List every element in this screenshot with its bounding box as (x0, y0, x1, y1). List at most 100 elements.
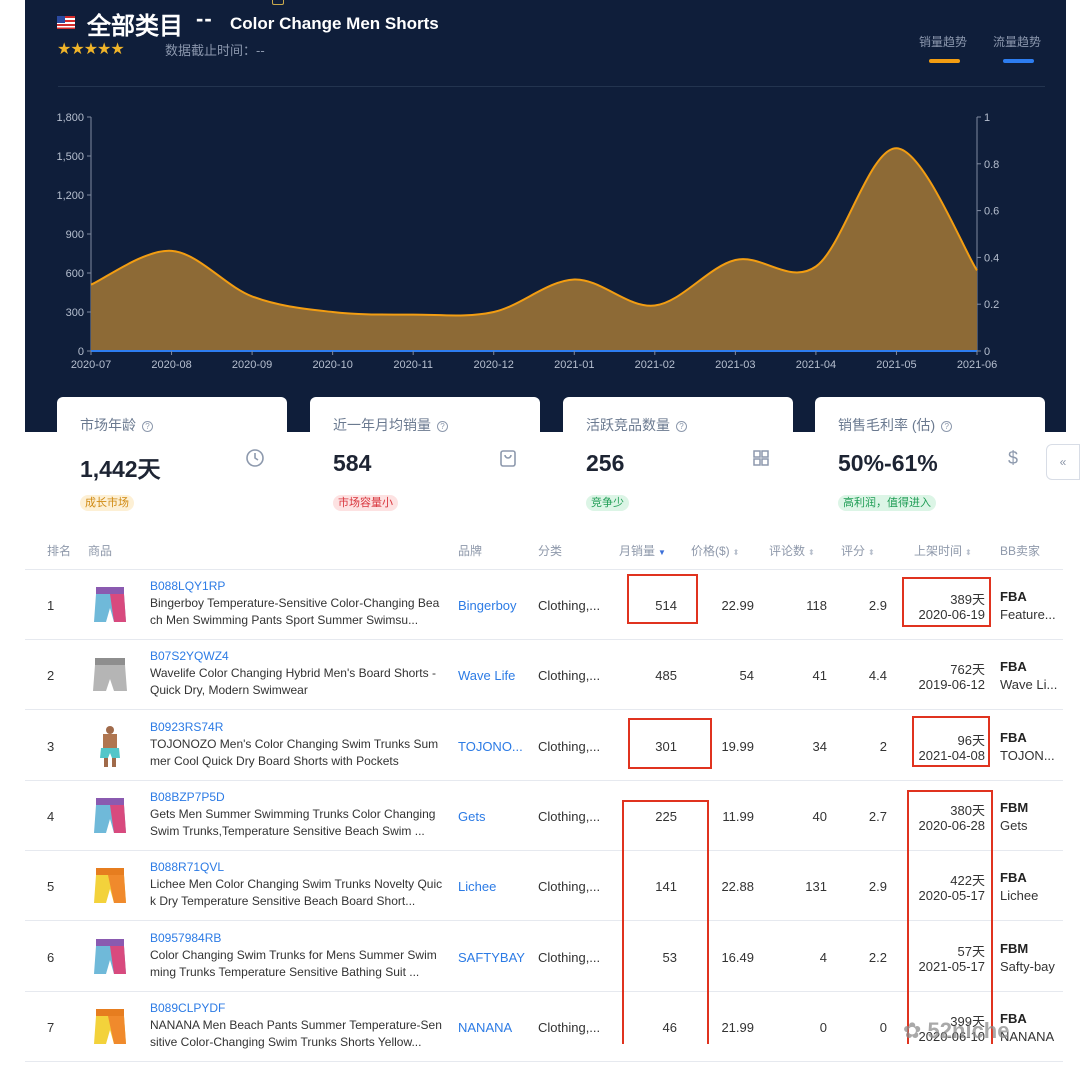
highlight-box (907, 790, 993, 1044)
table-row[interactable]: 5 B088R71QVL Lichee Men Color Changing Swi… (25, 851, 1063, 922)
highlight-box (627, 574, 698, 624)
product-thumbnail[interactable] (88, 653, 132, 697)
brand-link[interactable]: SAFTYBAY (458, 949, 525, 965)
help-icon[interactable]: ? (437, 421, 448, 432)
buybox-seller: TOJON... (1000, 747, 1055, 763)
table-header: 排名 商品 品牌 分类 月销量 ▼ 价格($) ⬍ 评论数 ⬍ 评分 ⬍ 上架时间 ⬍ B… (25, 537, 1063, 570)
price-cell: 19.99 (721, 738, 754, 754)
header-rating[interactable]: 评分 ⬍ (841, 544, 875, 558)
y2-tick-label: 0.8 (984, 159, 999, 171)
asin-link[interactable]: B088R71QVL (150, 860, 225, 875)
card-badge: 高利润，值得进入 (838, 495, 936, 511)
days-on-market: 389天 (950, 592, 985, 607)
grid-icon (753, 450, 769, 466)
product-thumbnail[interactable] (88, 1005, 132, 1049)
table-row[interactable]: 1 B088LQY1RP Bingerboy Temperature-Sensiti… (25, 570, 1063, 640)
sort-icon[interactable]: ⬍ (965, 548, 972, 557)
product-thumbnail[interactable] (88, 935, 132, 979)
legend-traffic-trend[interactable]: 流量趋势 (993, 35, 1042, 49)
brand-link[interactable]: NANANA (458, 1019, 513, 1035)
asin-link[interactable]: B0957984RB (150, 930, 222, 945)
price-cell: 21.99 (721, 1019, 754, 1035)
fulfillment-type: FBA (1000, 1010, 1027, 1026)
top-tab-indicator (272, 0, 284, 5)
x-tick-label: 2021-01 (554, 359, 594, 371)
rank-cell: 1 (47, 598, 55, 613)
rank-cell: 6 (47, 949, 55, 965)
days-on-market: 57天 (957, 943, 985, 959)
y2-tick-label: 0 (984, 346, 990, 358)
price-cell: 11.99 (722, 808, 754, 824)
product-thumbnail[interactable] (88, 583, 132, 627)
days-on-market: 399天 (950, 1013, 985, 1029)
reviews-cell: 34 (812, 738, 827, 754)
table-row[interactable]: 7 B089CLPYDF NANANA Men Beach Pants Summer… (25, 992, 1063, 1062)
product-thumbnail[interactable] (88, 724, 132, 768)
reviews-cell: 41 (812, 668, 827, 684)
sort-icon[interactable]: ⬍ (808, 548, 815, 557)
legend-sales-swatch (929, 59, 960, 63)
table-row[interactable]: 6 B0957984RB Color Changing Swim Trunks fo… (25, 922, 1063, 992)
launch-date: 2020-06-28 (918, 817, 986, 833)
header-category: 分类 (538, 544, 563, 558)
table-row[interactable]: 2 B07S2YQWZ4 Wavelife Color Changing Hybri… (25, 640, 1063, 711)
category-cell: Clothing,... (538, 598, 601, 613)
keyword-title: Color Change Men Shorts (230, 14, 439, 33)
sort-icon[interactable]: ⬍ (732, 548, 740, 557)
brand-link[interactable]: Bingerboy (458, 598, 517, 613)
header-monthly-sales[interactable]: 月销量 ▼ (619, 544, 666, 558)
sort-desc-icon[interactable]: ▼ (658, 548, 666, 557)
help-icon[interactable]: ? (941, 421, 953, 432)
table-row[interactable]: 4 B08BZP7P5D Gets Men Summer Swimming Trun… (25, 781, 1063, 851)
product-title: Bingerboy Temperature-Sensitive Color-Ch… (150, 596, 440, 627)
help-icon[interactable]: ? (142, 421, 153, 432)
highlight-box (628, 718, 712, 769)
monthly-sales-cell: 46 (662, 1019, 677, 1035)
rank-cell: 3 (47, 738, 55, 754)
asin-link[interactable]: B08BZP7P5D (150, 789, 225, 804)
legend-sales-trend[interactable]: 销量趋势 (919, 35, 968, 49)
brand-link[interactable]: Lichee (458, 879, 497, 895)
card-badge: 成长市场 (80, 495, 134, 511)
help-icon[interactable]: ? (676, 421, 687, 432)
asin-link[interactable]: B089CLPYDF (150, 1000, 226, 1015)
chart-divider (58, 86, 1045, 87)
header-reviews[interactable]: 评论数 ⬍ (769, 544, 815, 558)
brand-link[interactable]: TOJONO... (458, 738, 523, 754)
header-launch-date[interactable]: 上架时间 ⬍ (914, 544, 972, 558)
header-price[interactable]: 价格($) ⬍ (691, 544, 740, 558)
price-cell: 22.99 (721, 598, 754, 613)
x-tick-label: 2020-12 (474, 359, 514, 371)
asin-link[interactable]: B07S2YQWZ4 (150, 649, 229, 664)
card-gross-margin: 销售毛利率 (估)? 50%-61% $ 高利润，值得进入 (815, 397, 1045, 522)
y-tick-label: 1,200 (56, 190, 84, 202)
launch-date: 2021-05-17 (918, 958, 986, 974)
brand-link[interactable]: Wave Life (458, 668, 516, 684)
header-buybox-seller: BB卖家 (1000, 544, 1041, 558)
product-thumbnail[interactable] (88, 794, 132, 838)
rating-cell: 2.9 (868, 879, 887, 895)
collapse-sidebar-tab[interactable]: « (1046, 444, 1080, 480)
y2-tick-label: 0.6 (984, 206, 999, 218)
monthly-sales-cell: 141 (655, 879, 677, 895)
x-tick-label: 2020-07 (71, 359, 111, 371)
monthly-sales-cell: 301 (655, 738, 677, 754)
asin-link[interactable]: B088LQY1RP (150, 579, 226, 593)
sort-icon[interactable]: ⬍ (868, 548, 875, 557)
us-flag-icon (57, 16, 75, 29)
card-badge: 竞争少 (586, 495, 629, 511)
table-row[interactable]: 3 B0923RS74R TOJONOZO Men's Color Changing… (25, 711, 1063, 781)
asin-link[interactable]: B0923RS74R (150, 719, 224, 734)
header-rank: 排名 (47, 544, 72, 558)
category-title: 全部类目 (87, 13, 183, 40)
rating-cell: 2.7 (868, 808, 887, 824)
category-cell: Clothing,... (538, 738, 601, 754)
fulfillment-type: FBA (1000, 870, 1027, 886)
brand-link[interactable]: Gets (458, 808, 486, 824)
launch-date: 2021-04-08 (918, 747, 986, 763)
product-thumbnail[interactable] (88, 864, 132, 908)
buybox-seller: Wave Li... (1000, 677, 1058, 693)
card-label: 销售毛利率 (估) (838, 417, 936, 433)
days-on-market: 96天 (957, 732, 985, 748)
